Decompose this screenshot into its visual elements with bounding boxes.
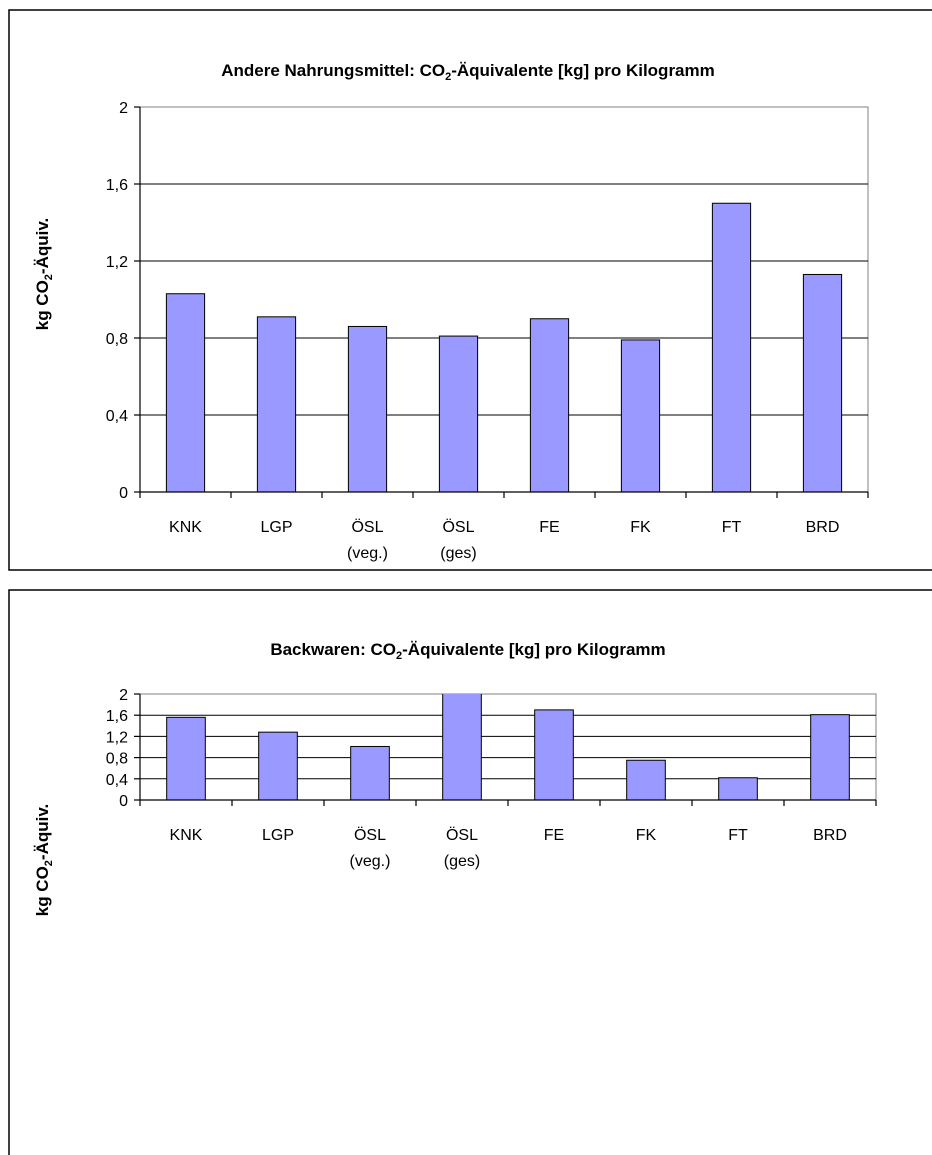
y-tick-label: 2	[119, 100, 128, 117]
y-tick-label: 0	[119, 793, 128, 810]
x-category-label: KNK	[170, 827, 203, 844]
bar	[810, 714, 850, 800]
bar	[256, 316, 297, 492]
x-category-sublabel: (veg.)	[347, 545, 388, 562]
y-tick-label: 0,4	[106, 408, 128, 425]
x-category-label: KNK	[169, 519, 202, 536]
x-category-label: FK	[636, 827, 657, 844]
bar	[711, 202, 752, 492]
y-tick-label: 1,6	[106, 708, 128, 725]
plot-area: 0 0,4 0,8 1,2 1,6 2 KNK LGP ÖSL (veg.) ÖSL (ges) FE F…	[106, 100, 869, 562]
x-category-sublabel: (veg.)	[350, 853, 391, 870]
bar	[626, 759, 666, 800]
y-axis-label: kg CO2-Äquiv.	[33, 218, 55, 331]
chart-border	[8, 589, 932, 1155]
x-category-label: LGP	[262, 827, 294, 844]
x-category-label: ÖSL	[354, 826, 386, 844]
bar	[438, 335, 479, 492]
y-tick-label: 1,2	[106, 729, 128, 746]
y-tick-label: 1,2	[106, 254, 128, 271]
chart-title: Backwaren: CO2-Äquivalente [kg] pro Kilo…	[270, 640, 665, 662]
y-tick-label: 0,8	[106, 751, 128, 768]
chart-panel-other-foods: Andere Nahrungsmittel: CO2-Äquivalente […	[8, 9, 932, 571]
y-tick-label: 0	[119, 485, 128, 502]
chart-panel-baked-goods: Backwaren: CO2-Äquivalente [kg] pro Kilo…	[0, 580, 932, 1155]
bar	[802, 273, 843, 492]
x-category-label: ÖSL	[442, 518, 474, 536]
x-category-label: FK	[630, 519, 651, 536]
chart-svg-baked-goods: Backwaren: CO2-Äquivalente [kg] pro Kilo…	[8, 589, 932, 1155]
y-tick-label: 0,4	[106, 772, 128, 789]
bar	[166, 716, 206, 800]
bar	[529, 318, 570, 492]
bars-group	[166, 694, 850, 800]
y-tick-label: 0,8	[106, 331, 128, 348]
x-category-label: FT	[728, 827, 748, 844]
bar	[350, 745, 390, 800]
bar	[347, 325, 388, 492]
x-category-label: FE	[544, 827, 564, 844]
chart-svg-other-foods: Andere Nahrungsmittel: CO2-Äquivalente […	[8, 9, 932, 571]
x-category-label: FT	[722, 519, 742, 536]
x-category-label: FE	[539, 519, 559, 536]
plot-area: 0 0,4 0,8 1,2 1,6 2 KNK LGP ÖSL (veg.) ÖSL (ges) FE F…	[106, 687, 877, 870]
chart-title: Andere Nahrungsmittel: CO2-Äquivalente […	[221, 61, 715, 83]
bar	[718, 777, 758, 800]
bar	[258, 731, 298, 800]
x-category-label: ÖSL	[446, 826, 478, 844]
x-category-label: ÖSL	[351, 518, 383, 536]
y-axis-label: kg CO2-Äquiv.	[33, 804, 55, 917]
x-category-sublabel: (ges)	[440, 545, 476, 562]
x-category-label: BRD	[813, 827, 847, 844]
bar	[442, 694, 482, 800]
bars-group	[165, 202, 843, 492]
x-category-label: BRD	[806, 519, 840, 536]
x-category-label: LGP	[260, 519, 292, 536]
bar	[165, 293, 206, 492]
y-tick-label: 2	[119, 687, 128, 704]
bar	[534, 709, 574, 800]
x-category-sublabel: (ges)	[444, 853, 480, 870]
bar	[620, 339, 661, 492]
y-tick-label: 1,6	[106, 177, 128, 194]
